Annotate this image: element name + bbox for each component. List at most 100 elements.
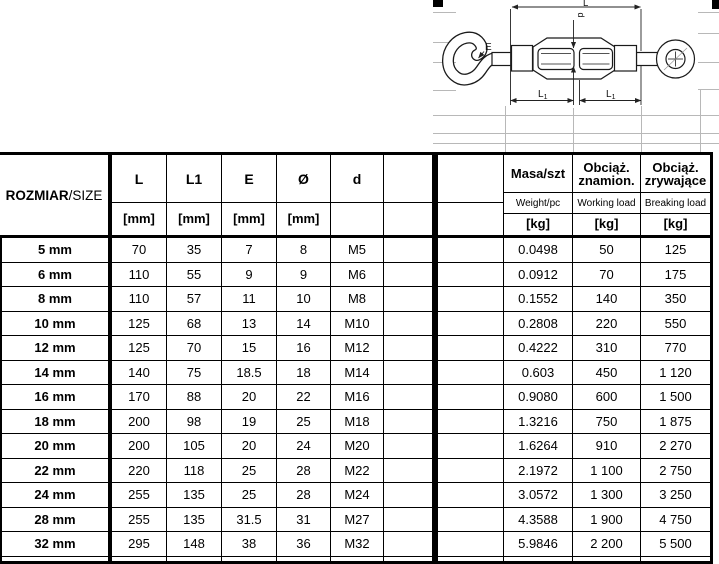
empty-cell-2[interactable]	[438, 238, 504, 262]
size-cell[interactable]: 6 mm	[0, 262, 112, 286]
empty-cell-2[interactable]	[438, 483, 504, 507]
breaking-load-cell[interactable]: 3 250	[641, 483, 713, 507]
d-cell[interactable]: M5	[331, 238, 384, 262]
breaking-load-cell[interactable]: 1 500	[641, 385, 713, 409]
mass-cell[interactable]: 0.4222	[504, 336, 573, 360]
l-cell[interactable]: 255	[112, 507, 167, 531]
mass-cell[interactable]: 0.9080	[504, 385, 573, 409]
empty-cell-1[interactable]	[384, 336, 438, 360]
breaking-load-cell[interactable]: 550	[641, 311, 713, 335]
diameter-cell[interactable]: 16	[277, 336, 331, 360]
empty-cell-2[interactable]	[438, 434, 504, 458]
empty-cell-1[interactable]	[384, 287, 438, 311]
breaking-load-cell[interactable]: 1 120	[641, 360, 713, 384]
breaking-load-cell[interactable]: 350	[641, 287, 713, 311]
size-cell[interactable]: 24 mm	[0, 483, 112, 507]
l1-cell[interactable]: 35	[167, 238, 222, 262]
e-cell[interactable]: 25	[222, 483, 277, 507]
empty-cell-1[interactable]	[384, 532, 438, 556]
l1-cell[interactable]	[167, 556, 222, 561]
mass-cell[interactable]	[504, 556, 573, 561]
working-load-cell[interactable]: 50	[573, 238, 641, 262]
mass-cell[interactable]: 5.9846	[504, 532, 573, 556]
breaking-load-cell[interactable]	[641, 556, 713, 561]
selection-handle-top-right[interactable]	[712, 0, 719, 9]
l1-cell[interactable]: 105	[167, 434, 222, 458]
size-cell[interactable]: 22 mm	[0, 458, 112, 482]
size-cell[interactable]: 10 mm	[0, 311, 112, 335]
l1-cell[interactable]: 68	[167, 311, 222, 335]
header-cell-mass[interactable]: Masa/szt Weight/pc [kg]	[504, 155, 573, 235]
e-cell[interactable]	[222, 556, 277, 561]
l1-cell[interactable]: 57	[167, 287, 222, 311]
l-cell[interactable]: 70	[112, 238, 167, 262]
l1-cell[interactable]: 118	[167, 458, 222, 482]
breaking-load-cell[interactable]: 4 750	[641, 507, 713, 531]
d-cell[interactable]: M18	[331, 409, 384, 433]
diameter-cell[interactable]: 36	[277, 532, 331, 556]
mass-cell[interactable]: 0.603	[504, 360, 573, 384]
l-cell[interactable]: 295	[112, 532, 167, 556]
mass-cell[interactable]: 0.2808	[504, 311, 573, 335]
diameter-cell[interactable]: 25	[277, 409, 331, 433]
empty-cell-2[interactable]	[438, 336, 504, 360]
empty-cell-2[interactable]	[438, 409, 504, 433]
l1-cell[interactable]: 98	[167, 409, 222, 433]
e-cell[interactable]: 11	[222, 287, 277, 311]
d-cell[interactable]: M22	[331, 458, 384, 482]
header-cell-e[interactable]: E [mm]	[222, 155, 277, 235]
working-load-cell[interactable]: 310	[573, 336, 641, 360]
header-cell-working-load[interactable]: Obciąż. znamion. Working load [kg]	[573, 155, 641, 235]
l-cell[interactable]	[112, 556, 167, 561]
l1-cell[interactable]: 55	[167, 262, 222, 286]
working-load-cell[interactable]: 750	[573, 409, 641, 433]
mass-cell[interactable]: 1.6264	[504, 434, 573, 458]
e-cell[interactable]: 25	[222, 458, 277, 482]
l-cell[interactable]: 140	[112, 360, 167, 384]
d-cell[interactable]: M14	[331, 360, 384, 384]
e-cell[interactable]: 20	[222, 434, 277, 458]
breaking-load-cell[interactable]: 5 500	[641, 532, 713, 556]
empty-cell-2[interactable]	[438, 532, 504, 556]
header-cell-rozmiar-size[interactable]: ROZMIAR/SIZE	[0, 155, 112, 235]
working-load-cell[interactable]: 1 900	[573, 507, 641, 531]
size-cell[interactable]: 8 mm	[0, 287, 112, 311]
d-cell[interactable]: M27	[331, 507, 384, 531]
empty-cell-1[interactable]	[384, 262, 438, 286]
working-load-cell[interactable]: 1 100	[573, 458, 641, 482]
header-cell-breaking-load[interactable]: Obciąż. zrywające Breaking load [kg]	[641, 155, 713, 235]
size-cell[interactable]: 5 mm	[0, 238, 112, 262]
l-cell[interactable]: 170	[112, 385, 167, 409]
d-cell[interactable]: M16	[331, 385, 384, 409]
empty-cell-2[interactable]	[438, 556, 504, 561]
working-load-cell[interactable]: 600	[573, 385, 641, 409]
diameter-cell[interactable]: 28	[277, 483, 331, 507]
diameter-cell[interactable]	[277, 556, 331, 561]
header-cell-l[interactable]: L [mm]	[112, 155, 167, 235]
size-cell[interactable]: 12 mm	[0, 336, 112, 360]
l-cell[interactable]: 110	[112, 262, 167, 286]
empty-cell-1[interactable]	[384, 409, 438, 433]
l-cell[interactable]: 200	[112, 409, 167, 433]
header-cell-empty-2[interactable]	[438, 155, 504, 235]
empty-cell-2[interactable]	[438, 360, 504, 384]
l1-cell[interactable]: 75	[167, 360, 222, 384]
turnbuckle-diagram[interactable]: L d E L1 L1	[430, 0, 719, 155]
diameter-cell[interactable]: 9	[277, 262, 331, 286]
mass-cell[interactable]: 2.1972	[504, 458, 573, 482]
selection-handle-top-left[interactable]	[433, 0, 443, 7]
l-cell[interactable]: 200	[112, 434, 167, 458]
l-cell[interactable]: 220	[112, 458, 167, 482]
empty-cell-1[interactable]	[384, 360, 438, 384]
diameter-cell[interactable]: 31	[277, 507, 331, 531]
empty-cell-2[interactable]	[438, 262, 504, 286]
size-cell[interactable]: 28 mm	[0, 507, 112, 531]
empty-cell-2[interactable]	[438, 458, 504, 482]
working-load-cell[interactable]: 1 300	[573, 483, 641, 507]
working-load-cell[interactable]: 70	[573, 262, 641, 286]
empty-cell-1[interactable]	[384, 311, 438, 335]
breaking-load-cell[interactable]: 1 875	[641, 409, 713, 433]
e-cell[interactable]: 38	[222, 532, 277, 556]
header-cell-empty-1[interactable]	[384, 155, 438, 235]
diameter-cell[interactable]: 14	[277, 311, 331, 335]
